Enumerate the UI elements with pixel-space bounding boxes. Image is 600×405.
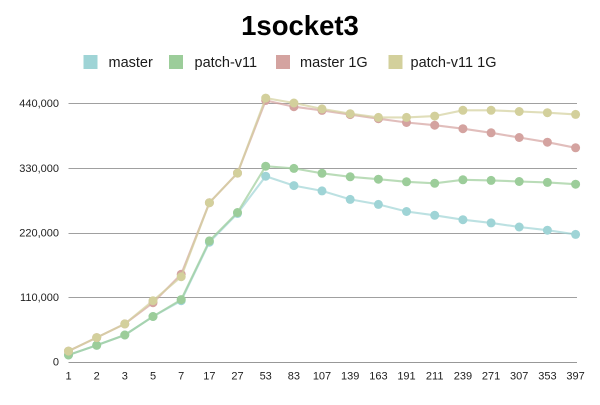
svg-text:master 1G: master 1G bbox=[300, 55, 368, 71]
svg-text:83: 83 bbox=[288, 371, 300, 383]
svg-text:353: 353 bbox=[538, 371, 556, 383]
svg-text:5: 5 bbox=[150, 371, 156, 383]
svg-text:17: 17 bbox=[203, 371, 215, 383]
svg-text:107: 107 bbox=[313, 371, 331, 383]
svg-text:330,000: 330,000 bbox=[19, 163, 59, 175]
svg-text:27: 27 bbox=[231, 371, 243, 383]
svg-text:397: 397 bbox=[566, 371, 584, 383]
svg-text:440,000: 440,000 bbox=[19, 98, 59, 110]
svg-text:patch-v11 1G: patch-v11 1G bbox=[411, 55, 497, 71]
svg-text:239: 239 bbox=[454, 371, 472, 383]
svg-text:220,000: 220,000 bbox=[19, 227, 59, 239]
svg-text:2: 2 bbox=[94, 371, 100, 383]
svg-text:271: 271 bbox=[482, 371, 500, 383]
svg-text:3: 3 bbox=[122, 371, 128, 383]
svg-text:7: 7 bbox=[178, 371, 184, 383]
svg-text:307: 307 bbox=[510, 371, 528, 383]
svg-text:0: 0 bbox=[53, 357, 59, 369]
svg-text:211: 211 bbox=[426, 371, 444, 383]
svg-text:1: 1 bbox=[65, 371, 71, 383]
svg-text:110,000: 110,000 bbox=[20, 292, 59, 304]
svg-text:patch-v11: patch-v11 bbox=[195, 55, 258, 71]
svg-text:191: 191 bbox=[397, 371, 415, 383]
svg-text:1socket3: 1socket3 bbox=[241, 10, 359, 41]
svg-text:139: 139 bbox=[341, 371, 359, 383]
svg-text:53: 53 bbox=[260, 371, 272, 383]
svg-text:163: 163 bbox=[369, 371, 387, 383]
svg-text:master: master bbox=[109, 55, 153, 71]
